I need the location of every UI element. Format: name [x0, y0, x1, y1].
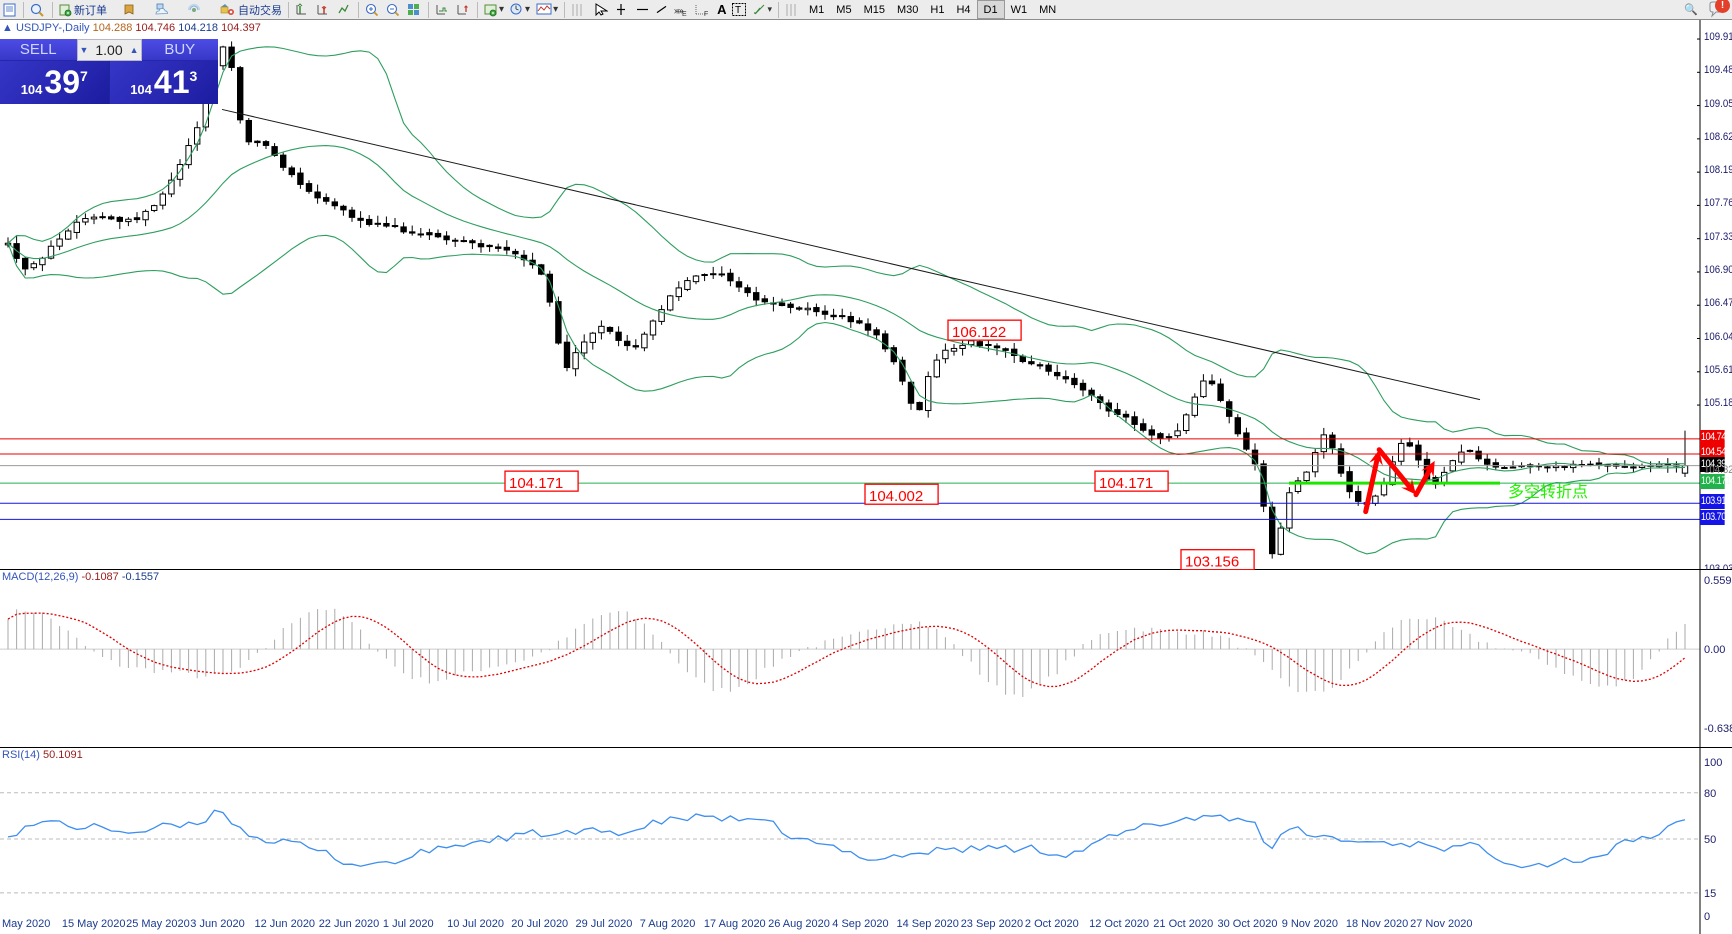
svg-text:104.002: 104.002 — [869, 488, 923, 505]
svg-text:104.171: 104.171 — [509, 475, 563, 492]
svg-text:100: 100 — [1704, 757, 1722, 769]
svg-text:0.00: 0.00 — [1704, 644, 1725, 656]
svg-text:0: 0 — [1704, 911, 1710, 923]
svg-text:0.5592: 0.5592 — [1704, 575, 1732, 587]
svg-text:-0.6387: -0.6387 — [1704, 723, 1732, 735]
svg-text:T: T — [735, 5, 741, 16]
svg-text:F: F — [704, 11, 708, 16]
svg-text:15: 15 — [1704, 888, 1716, 900]
svg-text:50: 50 — [1704, 834, 1716, 846]
svg-text:多空转折点: 多空转折点 — [1508, 483, 1588, 501]
svg-text:103.156: 103.156 — [1185, 554, 1239, 571]
svg-text:E: E — [682, 11, 687, 16]
svg-text:104.171: 104.171 — [1099, 475, 1153, 492]
svg-text:80: 80 — [1704, 788, 1716, 800]
svg-text:106.122: 106.122 — [952, 324, 1006, 341]
